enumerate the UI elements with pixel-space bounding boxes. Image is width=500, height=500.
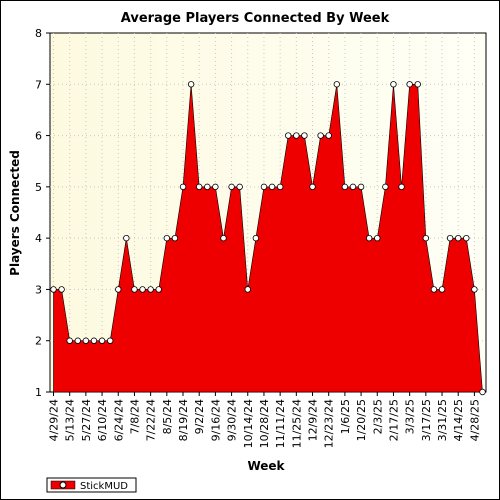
x-tick-label: 2/3/25 — [371, 399, 384, 434]
data-point — [163, 234, 171, 242]
data-point — [123, 234, 130, 242]
x-tick-label: 1/6/25 — [339, 399, 352, 434]
data-point — [414, 81, 421, 88]
x-tick-label: 11/11/24 — [274, 399, 287, 448]
data-point — [374, 234, 381, 242]
x-tick-label: 7/22/24 — [145, 399, 158, 441]
data-point — [236, 183, 243, 191]
data-point — [66, 337, 73, 344]
x-axis-ticks: 4/29/24 5/13/24 5/27/24 6/10/24 6/24/24 7/8/2… — [48, 392, 481, 448]
data-point — [365, 234, 373, 242]
x-tick-label: 6/24/24 — [112, 399, 125, 441]
data-point — [285, 132, 292, 139]
data-point — [147, 286, 154, 293]
y-axis-ticks: 1 2 3 4 5 6 7 8 — [35, 27, 50, 399]
data-point — [179, 183, 187, 191]
x-tick-label: 5/27/24 — [80, 399, 93, 441]
y-axis-label: Players Connected — [8, 150, 22, 276]
data-point — [139, 286, 146, 293]
x-tick-label: 9/30/24 — [226, 399, 239, 441]
data-point — [155, 286, 162, 293]
y-tick-label: 2 — [35, 335, 42, 348]
x-tick-label: 8/19/24 — [177, 399, 190, 441]
data-point — [471, 286, 478, 293]
x-tick-label: 11/25/24 — [290, 399, 303, 448]
x-tick-label: 3/3/25 — [404, 399, 417, 434]
data-point — [50, 286, 57, 293]
x-tick-label: 1/20/25 — [355, 399, 368, 441]
data-point — [325, 132, 332, 139]
x-tick-label: 4/29/24 — [48, 399, 61, 441]
data-point — [204, 183, 211, 191]
data-point — [430, 286, 438, 293]
data-point — [268, 183, 276, 191]
x-tick-label: 7/8/24 — [128, 399, 141, 434]
data-point — [293, 132, 300, 139]
data-point — [220, 234, 227, 242]
y-tick-label: 4 — [35, 232, 42, 245]
x-tick-label: 5/13/24 — [64, 399, 77, 441]
data-point — [406, 81, 413, 88]
data-point — [422, 234, 430, 242]
data-point — [74, 337, 81, 344]
data-point — [446, 234, 454, 242]
data-point — [115, 286, 122, 293]
data-point — [390, 81, 397, 88]
x-tick-label: 12/23/24 — [323, 399, 336, 448]
x-tick-label: 2/17/25 — [387, 399, 400, 441]
series-points — [50, 81, 486, 396]
data-point — [276, 183, 284, 191]
legend: StickMUD — [46, 477, 137, 493]
chart-title: Average Players Connected By Week — [121, 11, 390, 26]
data-point — [195, 183, 203, 191]
data-point — [333, 81, 341, 88]
x-tick-label: 10/28/24 — [258, 399, 271, 448]
y-tick-label: 7 — [35, 78, 42, 91]
x-tick-label: 8/5/24 — [161, 399, 174, 434]
data-point — [301, 132, 308, 139]
x-axis-label: Week — [247, 459, 285, 473]
x-tick-label: 9/16/24 — [209, 399, 222, 441]
data-point — [398, 183, 405, 191]
data-point — [171, 234, 179, 242]
x-tick-label: 4/28/25 — [468, 399, 481, 441]
data-point — [212, 183, 219, 191]
x-tick-label: 3/17/25 — [420, 399, 433, 441]
y-tick-label: 5 — [35, 181, 42, 194]
data-point — [463, 234, 470, 242]
y-tick-label: 6 — [35, 130, 42, 143]
data-point — [479, 388, 486, 396]
data-point — [455, 234, 462, 242]
data-point — [58, 286, 65, 293]
data-point — [260, 183, 268, 191]
x-tick-label: 4/14/25 — [452, 399, 465, 441]
data-point — [357, 183, 365, 191]
x-tick-label: 10/14/24 — [242, 399, 255, 448]
data-point — [187, 81, 195, 88]
data-point — [90, 337, 98, 344]
data-point — [341, 183, 349, 191]
y-tick-label: 3 — [35, 283, 42, 296]
data-point — [106, 337, 114, 344]
legend-label: StickMUD — [80, 481, 128, 492]
x-tick-label: 6/10/24 — [96, 399, 109, 441]
data-point — [309, 183, 316, 191]
data-point — [98, 337, 106, 344]
x-tick-label: 9/2/24 — [193, 399, 206, 434]
data-point — [82, 337, 90, 344]
data-point — [131, 286, 138, 293]
y-tick-label: 1 — [35, 386, 42, 399]
data-point — [252, 234, 260, 242]
y-tick-label: 8 — [35, 27, 42, 40]
x-tick-label: 12/9/24 — [307, 399, 320, 441]
data-point — [382, 183, 389, 191]
data-point — [438, 286, 446, 293]
data-point — [317, 132, 324, 139]
data-point — [244, 286, 251, 293]
data-point — [228, 183, 235, 191]
legend-marker — [59, 481, 67, 489]
data-point — [349, 183, 357, 191]
x-tick-label: 3/31/25 — [436, 399, 449, 441]
